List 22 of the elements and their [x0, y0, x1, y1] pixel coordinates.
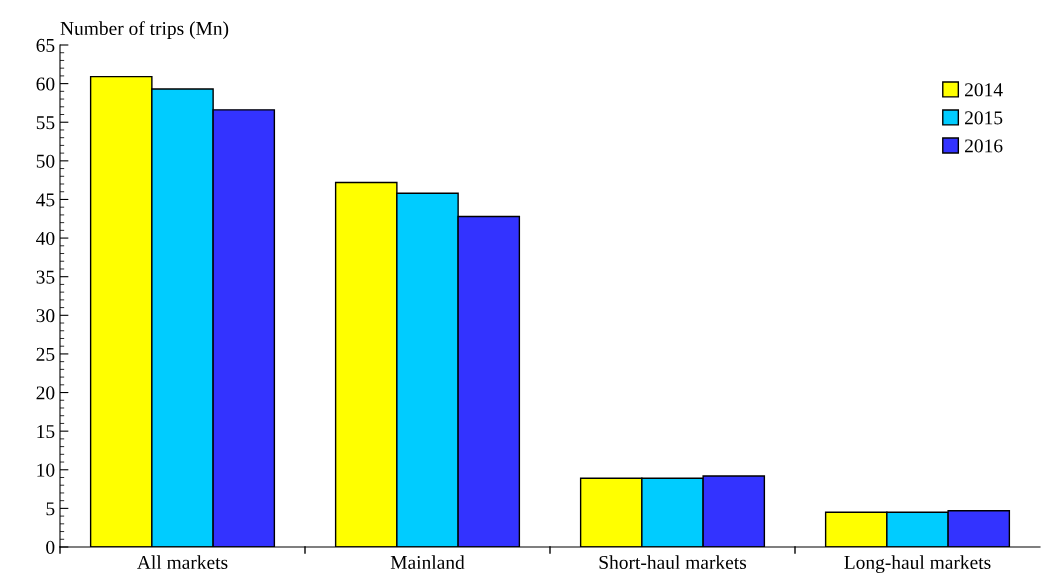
y-tick-label: 10	[37, 463, 55, 477]
y-tick-label: 50	[36, 154, 55, 168]
y-tick-label: 65	[36, 38, 55, 52]
y-tick-label: 55	[36, 116, 55, 130]
y-tick-label: 15	[37, 425, 55, 439]
legend-label: 2016	[965, 139, 1003, 153]
x-tick-label: All markets	[137, 555, 228, 570]
y-tick-label: 25	[36, 347, 55, 361]
y-tick-label: 5	[46, 502, 55, 516]
y-tick-label: 30	[36, 309, 55, 323]
y-tick-label: 20	[36, 386, 55, 400]
y-tick-label: 60	[36, 77, 55, 91]
legend-label: 2015	[965, 111, 1003, 125]
x-tick-label: Short-haul markets	[599, 555, 747, 570]
y-tick-label: 40	[36, 231, 55, 246]
y-axis-title: Number of trips (Mn)	[60, 21, 229, 39]
x-tick-label: Long-haul markets	[844, 555, 991, 574]
x-tick-label: Mainland	[390, 555, 465, 570]
y-tick-label: 0	[46, 540, 55, 554]
y-tick-label: 35	[36, 270, 55, 284]
y-tick-label: 45	[36, 193, 55, 207]
legend-label: 2014	[965, 83, 1003, 97]
